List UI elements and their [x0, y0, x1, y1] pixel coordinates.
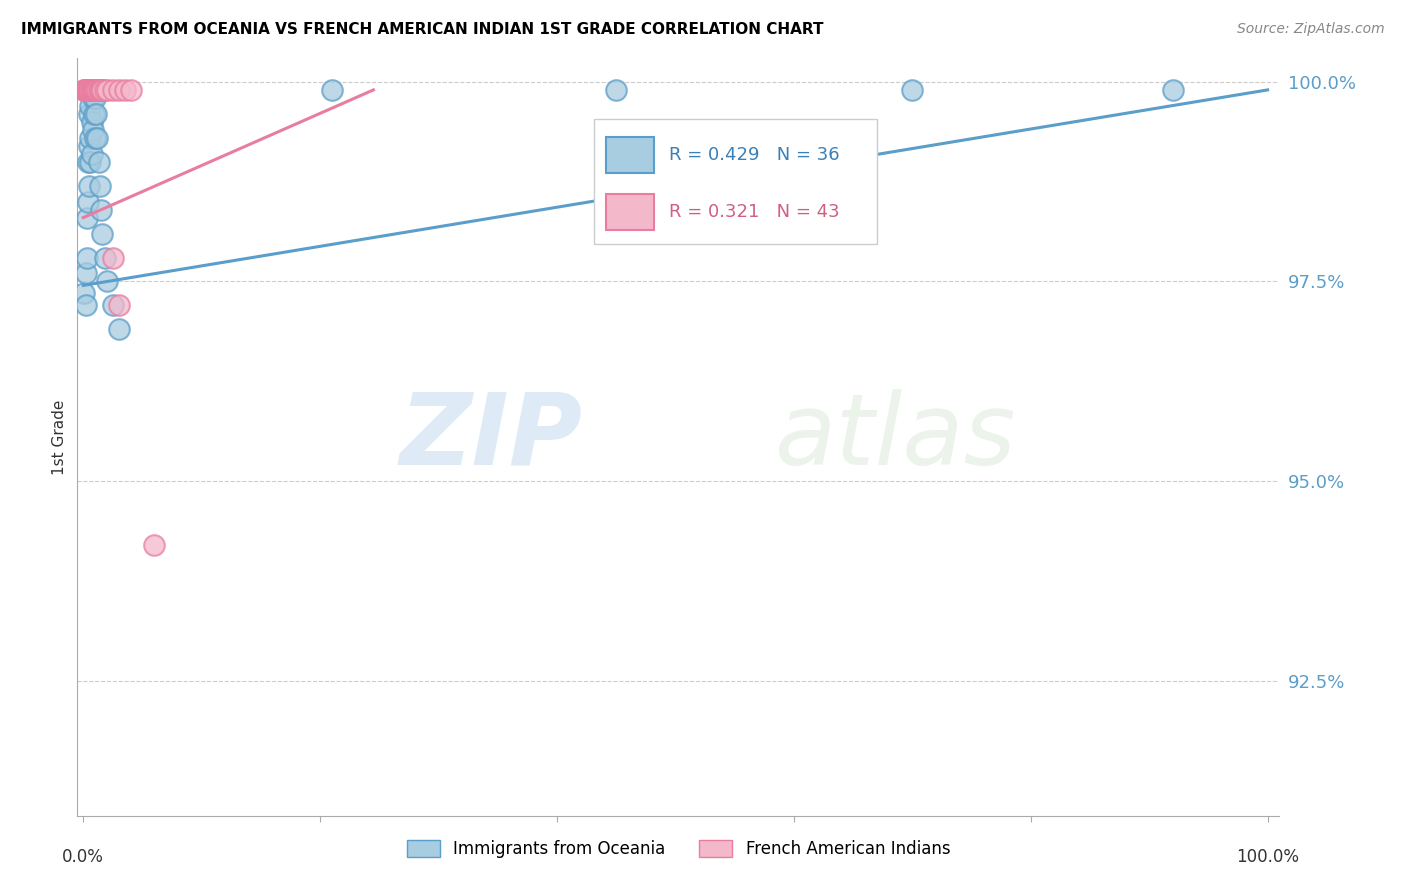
Point [84, 83, 107, 97]
Text: ZIP: ZIP [399, 389, 582, 485]
Point [77, 194, 100, 209]
Point [79, 83, 101, 97]
Point [86, 130, 108, 145]
Point [77, 83, 100, 97]
Point [73, 83, 96, 97]
Point [82, 83, 104, 97]
Point [73, 83, 96, 97]
Point [79, 154, 101, 169]
Point [82, 123, 104, 137]
Point [76, 83, 98, 97]
Point [901, 83, 924, 97]
Point [90, 83, 112, 97]
Point [84, 83, 107, 97]
Point [75, 83, 97, 97]
Point [77, 83, 100, 97]
Point [75, 83, 97, 97]
Text: IMMIGRANTS FROM OCEANIA VS FRENCH AMERICAN INDIAN 1ST GRADE CORRELATION CHART: IMMIGRANTS FROM OCEANIA VS FRENCH AMERIC… [21, 22, 824, 37]
Text: atlas: atlas [775, 389, 1017, 485]
Point [79, 83, 101, 97]
Point [96, 275, 118, 289]
Point [107, 322, 129, 336]
Point [605, 83, 627, 97]
Point [96, 83, 118, 97]
Point [101, 83, 124, 97]
Point [89, 83, 111, 97]
Point [84, 91, 107, 105]
Point [101, 251, 124, 265]
Text: 0.0%: 0.0% [62, 848, 104, 866]
Point [77, 83, 100, 97]
Text: 100.0%: 100.0% [1236, 848, 1299, 866]
Point [84, 107, 107, 121]
Point [87, 83, 110, 97]
Point [82, 83, 104, 97]
Point [101, 298, 124, 312]
Text: R = 0.321   N = 43: R = 0.321 N = 43 [669, 202, 839, 221]
Point [80, 83, 103, 97]
Point [93, 83, 115, 97]
Text: R = 0.429   N = 36: R = 0.429 N = 36 [669, 146, 839, 164]
Y-axis label: 1st Grade: 1st Grade [52, 400, 67, 475]
Point [77, 83, 100, 97]
Point [75, 83, 97, 97]
Point [76, 251, 98, 265]
Point [73, 83, 96, 97]
Legend: Immigrants from Oceania, French American Indians: Immigrants from Oceania, French American… [399, 833, 957, 864]
Point [79, 130, 101, 145]
Point [83, 83, 105, 97]
Point [86, 83, 108, 97]
Point [1161, 83, 1184, 97]
Point [80, 83, 103, 97]
Point [77, 138, 100, 153]
Point [76, 83, 98, 97]
Point [77, 154, 100, 169]
Point [76, 83, 98, 97]
Point [76, 211, 98, 225]
Point [77, 83, 100, 97]
Point [107, 298, 129, 312]
Point [321, 83, 343, 97]
Point [114, 83, 136, 97]
Point [80, 83, 103, 97]
Point [83, 83, 105, 97]
Point [82, 91, 104, 105]
Point [91, 227, 114, 241]
Point [73, 286, 96, 301]
Point [83, 83, 105, 97]
Point [120, 83, 142, 97]
Point [89, 178, 111, 193]
Point [93, 251, 115, 265]
Point [75, 267, 97, 281]
Point [143, 538, 166, 552]
Point [84, 83, 107, 97]
Point [77, 83, 100, 97]
Point [87, 154, 110, 169]
Point [107, 83, 129, 97]
Point [80, 83, 103, 97]
FancyBboxPatch shape [606, 194, 654, 230]
Point [84, 130, 107, 145]
Point [80, 146, 103, 161]
FancyBboxPatch shape [606, 136, 654, 173]
Point [76, 83, 98, 97]
Text: Source: ZipAtlas.com: Source: ZipAtlas.com [1237, 22, 1385, 37]
Point [77, 178, 100, 193]
Point [90, 202, 112, 217]
Point [91, 83, 114, 97]
Point [79, 83, 101, 97]
Point [77, 107, 100, 121]
Point [83, 107, 105, 121]
FancyBboxPatch shape [595, 119, 877, 244]
Point [75, 298, 97, 312]
Point [80, 115, 103, 129]
Point [79, 99, 101, 113]
